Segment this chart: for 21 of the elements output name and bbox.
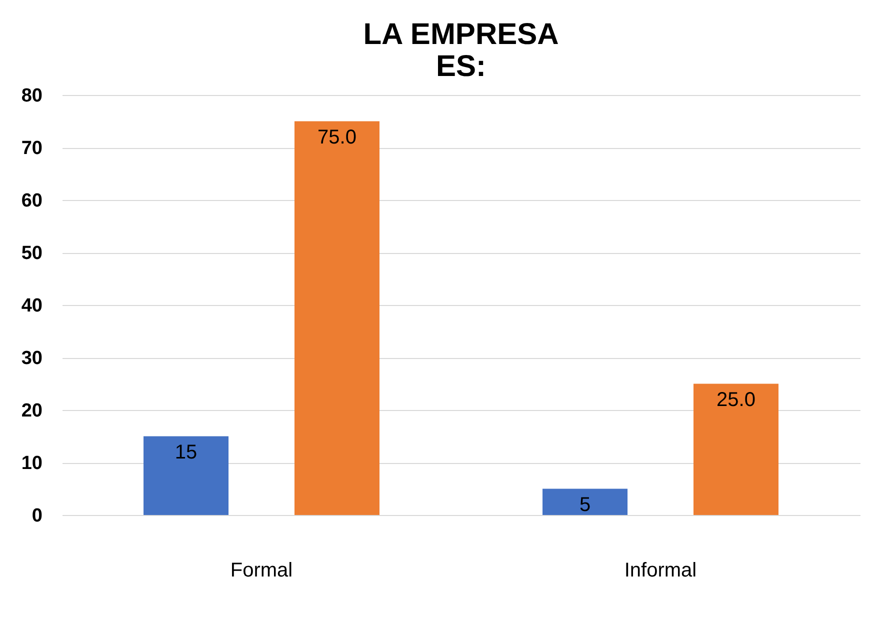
data-label: 15 <box>174 441 198 464</box>
y-tick-label: 80 <box>21 86 42 106</box>
data-label: 75.0 <box>318 126 356 148</box>
data-label: 25.0 <box>716 388 756 411</box>
y-tick-label: 10 <box>21 453 42 474</box>
text: LA EMPRESA <box>363 18 559 51</box>
y-tick-label: 0 <box>32 506 42 526</box>
bar <box>294 121 380 515</box>
bar <box>144 436 229 515</box>
bar <box>542 488 628 515</box>
y-tick-label: 40 <box>21 296 42 316</box>
x-tick-label: Formal <box>230 560 293 582</box>
bar <box>693 384 778 515</box>
x-tick-label: Informal <box>624 560 697 582</box>
y-tick-label: 50 <box>21 243 42 264</box>
y-tick-label: 20 <box>21 400 42 422</box>
y-tick-label: 70 <box>21 138 42 159</box>
y-tick-label: 60 <box>21 190 42 212</box>
text: ES: <box>436 50 486 83</box>
y-tick-label: 30 <box>21 348 42 369</box>
data-label: 5 <box>579 494 591 516</box>
